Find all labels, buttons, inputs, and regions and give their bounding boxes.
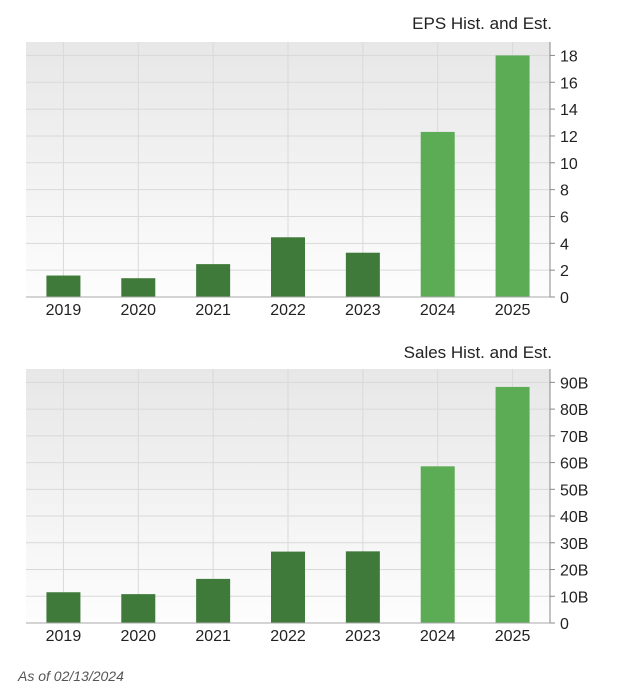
eps-xtick-label: 2023 <box>345 302 381 319</box>
eps-ytick-label: 2 <box>560 263 569 280</box>
sales-ytick-label: 50B <box>560 482 588 499</box>
eps-ytick-label: 4 <box>560 236 569 253</box>
sales-ytick-label: 0 <box>560 616 569 633</box>
sales-bar-2019 <box>46 592 81 623</box>
eps-xtick-label: 2024 <box>420 302 456 319</box>
eps-bar-2022 <box>271 237 305 297</box>
sales-bar-2022 <box>271 551 305 623</box>
sales-ytick-label: 20B <box>560 563 588 580</box>
sales-bar-2020 <box>121 594 156 623</box>
eps-bar-2025 <box>495 55 530 297</box>
sales-xtick-label: 2025 <box>495 628 531 645</box>
sales-ytick-label: 40B <box>560 509 588 526</box>
sales-xtick-label: 2022 <box>270 628 306 645</box>
eps-ytick-label: 14 <box>560 102 578 119</box>
eps-bar-2023 <box>345 252 380 297</box>
eps-bar-2021 <box>196 264 231 297</box>
sales-xtick-label: 2024 <box>420 628 456 645</box>
sales-bar-2021 <box>196 578 231 623</box>
eps-ytick-label: 12 <box>560 129 578 146</box>
eps-ytick-label: 0 <box>560 290 569 307</box>
sales-xtick-label: 2019 <box>46 628 82 645</box>
sales-ytick-label: 30B <box>560 536 588 553</box>
eps-bar-2019 <box>46 275 81 297</box>
sales-xtick-label: 2023 <box>345 628 381 645</box>
sales-ytick-label: 10B <box>560 589 588 606</box>
sales-bar-2023 <box>345 551 380 623</box>
eps-chart-title: EPS Hist. and Est. <box>412 14 552 33</box>
sales-xtick-label: 2021 <box>195 628 231 645</box>
eps-ytick-label: 10 <box>560 156 578 173</box>
as-of-date: As of 02/13/2024 <box>18 668 124 684</box>
eps-ytick-label: 16 <box>560 75 578 92</box>
sales-ytick-label: 90B <box>560 375 588 392</box>
sales-ytick-label: 70B <box>560 429 588 446</box>
eps-xtick-label: 2020 <box>120 302 156 319</box>
eps-xtick-label: 2019 <box>46 302 82 319</box>
sales-bar-2024 <box>420 466 455 623</box>
eps-bar-2024 <box>420 131 455 297</box>
sales-ytick-label: 60B <box>560 456 588 473</box>
eps-ytick-label: 8 <box>560 183 569 200</box>
eps-bar-2020 <box>121 278 156 297</box>
eps-xtick-label: 2025 <box>495 302 531 319</box>
sales-chart: 0 10B 20B 30B 40B 50B 60B 70B 80B 90B 2019 2020 2021… <box>26 369 588 645</box>
sales-chart-title: Sales Hist. and Est. <box>403 343 552 362</box>
eps-ytick-label: 6 <box>560 209 569 226</box>
eps-xtick-label: 2022 <box>270 302 306 319</box>
sales-bar-2025 <box>495 386 530 623</box>
sales-ytick-label: 80B <box>560 402 588 419</box>
eps-xtick-label: 2021 <box>195 302 231 319</box>
sales-xtick-label: 2020 <box>120 628 156 645</box>
eps-chart: 0 2 4 6 8 10 12 14 16 18 2019 2020 2021 2022 2023 2024 2… <box>26 42 578 319</box>
eps-ytick-label: 18 <box>560 48 578 65</box>
